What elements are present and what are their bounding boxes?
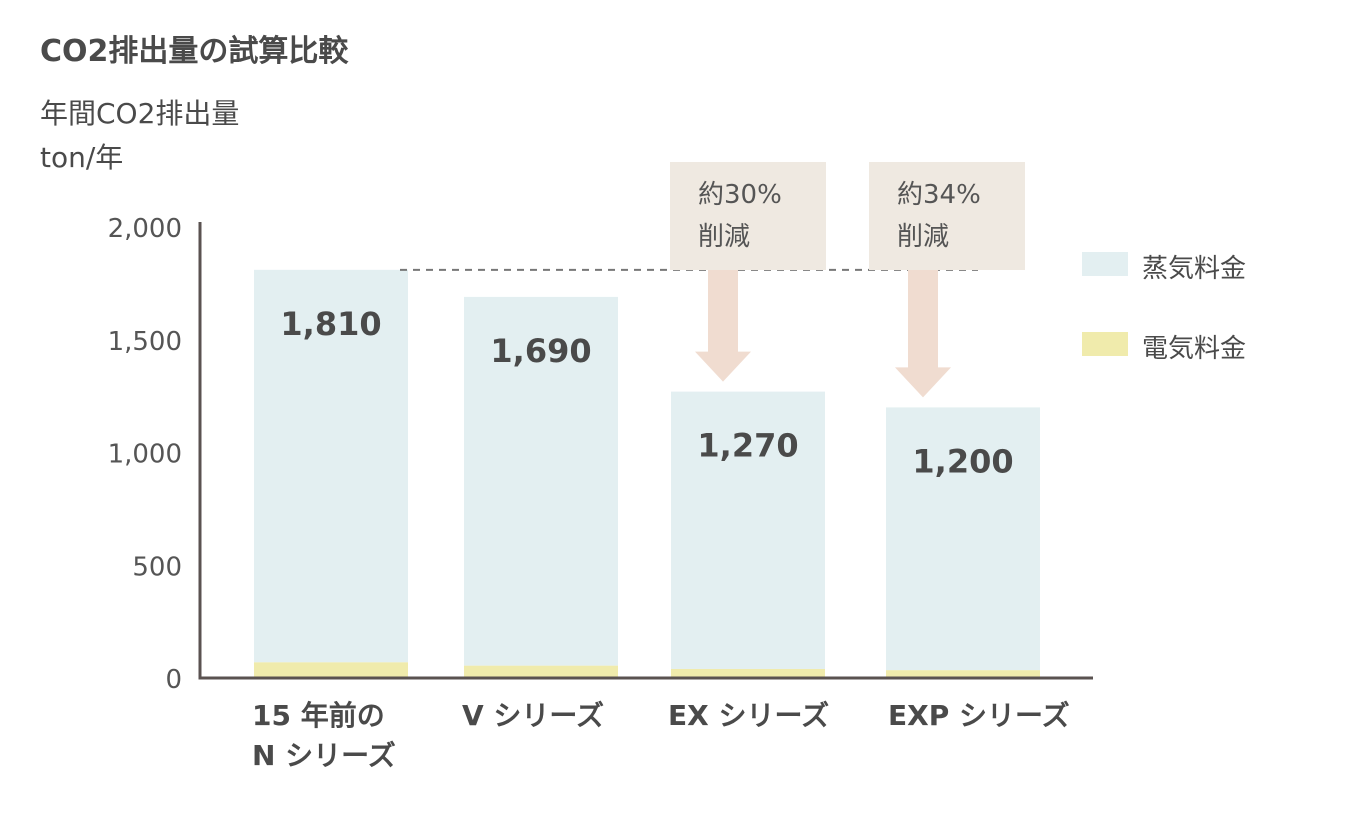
legend-label-steam: 蒸気料金 xyxy=(1142,254,1247,284)
bar-segment-electric xyxy=(671,668,825,678)
x-tick-label-ex-series: EX シリーズ xyxy=(668,696,829,736)
y-tick-label: 0 xyxy=(165,665,182,695)
reduction-percent: 約30% xyxy=(698,180,782,210)
bar-total-label: 1,810 xyxy=(280,305,381,343)
bar-segment-electric xyxy=(464,665,618,678)
reduction-arrow xyxy=(895,269,951,398)
bar-segment-electric xyxy=(254,662,408,678)
legend-swatch-steam xyxy=(1082,252,1128,276)
bar-segment-steam xyxy=(254,269,408,663)
x-tick-label-exp-series: EXP シリーズ xyxy=(888,696,1070,736)
y-axis-label-unit: ton/年 xyxy=(40,141,124,174)
y-tick-label: 2,000 xyxy=(108,214,182,244)
chart-title: CO2排出量の試算比較 xyxy=(40,34,349,69)
bar-segment-steam xyxy=(671,391,825,669)
y-tick-label: 1,500 xyxy=(108,327,182,357)
reduction-callout-exp: 約34% 削減 xyxy=(869,162,1025,270)
bar-total-label: 1,270 xyxy=(697,427,798,465)
x-tick-label-v-series: V シリーズ xyxy=(462,696,604,736)
bar-segment-electric xyxy=(886,670,1040,678)
reduction-text: 削減 xyxy=(897,222,950,252)
reduction-callout-ex: 約30% 削減 xyxy=(670,162,826,270)
reduction-arrow xyxy=(695,269,751,382)
bar-segment-steam xyxy=(886,407,1040,671)
x-tick-label-line1: EX シリーズ xyxy=(668,699,830,732)
y-tick-label: 1,000 xyxy=(108,440,182,470)
x-tick-label-line2: N シリーズ xyxy=(252,739,396,772)
bar-total-label: 1,200 xyxy=(912,442,1013,480)
y-axis-label: 年間CO2排出量 ton/年 xyxy=(40,92,239,180)
legend-swatch-electric xyxy=(1082,332,1128,356)
reduction-text: 削減 xyxy=(698,222,751,252)
x-tick-label-n-series: 15 年前の N シリーズ xyxy=(252,696,396,776)
y-tick-label: 500 xyxy=(132,552,182,582)
legend-label-electric: 電気料金 xyxy=(1142,334,1247,364)
x-tick-label-line1: EXP シリーズ xyxy=(888,699,1070,732)
y-axis-label-line1: 年間CO2排出量 xyxy=(40,97,240,130)
bar-total-label: 1,690 xyxy=(490,332,591,370)
reduction-percent: 約34% xyxy=(897,180,981,210)
bar-segment-steam xyxy=(464,296,618,666)
x-tick-label-line1: 15 年前の xyxy=(252,699,385,732)
x-tick-label-line1: V シリーズ xyxy=(462,699,605,732)
